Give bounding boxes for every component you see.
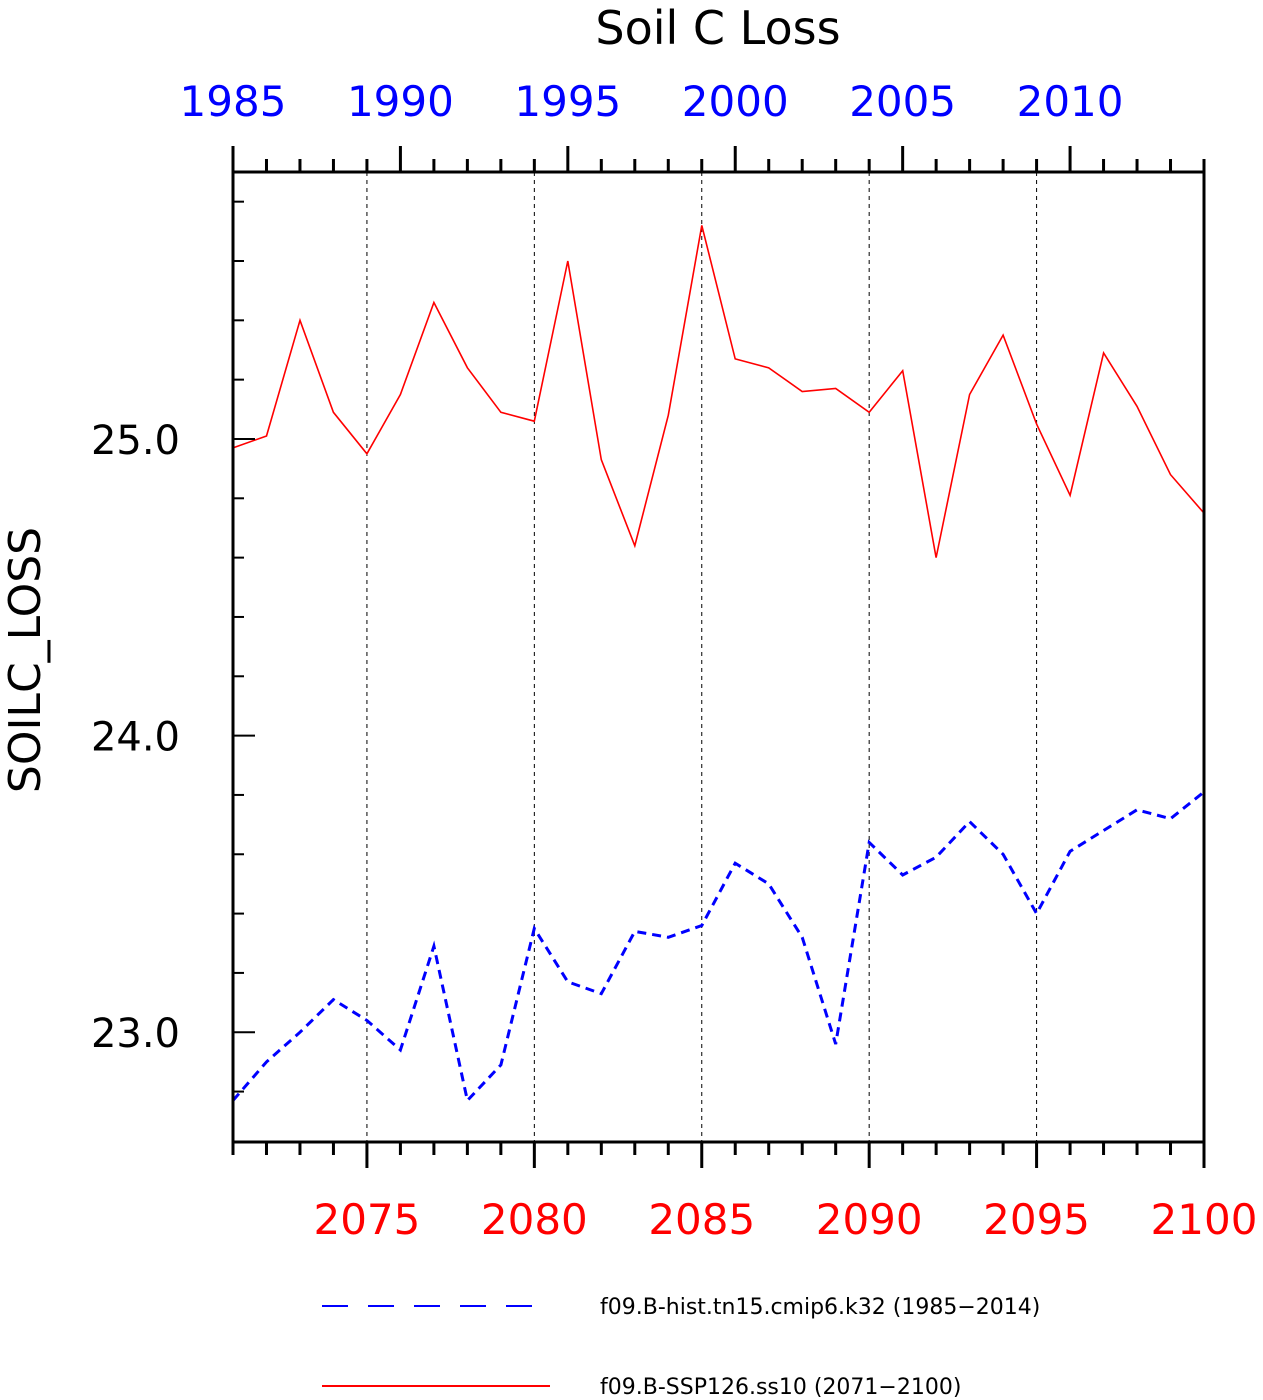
top-tick-label: 2005 bbox=[849, 77, 956, 126]
data-series bbox=[231, 225, 1205, 1104]
bottom-tick-label: 2085 bbox=[648, 1195, 755, 1244]
bottom-tick-label: 2090 bbox=[816, 1195, 923, 1244]
top-tick-label: 1985 bbox=[180, 77, 287, 126]
legend: f09.B-hist.tn15.cmip6.k32 (1985−2014) f09… bbox=[322, 1295, 1040, 1400]
chart-title: Soil C Loss bbox=[595, 1, 840, 55]
y-tick-label: 25.0 bbox=[91, 418, 180, 464]
legend-label: f09.B-SSP126.ss10 (2071−2100) bbox=[600, 1375, 961, 1400]
bottom-tick-label: 2100 bbox=[1151, 1195, 1258, 1244]
top-tick-label: 1990 bbox=[347, 77, 454, 126]
top-tick-label: 2000 bbox=[682, 77, 789, 126]
top-tick-label: 1995 bbox=[514, 77, 621, 126]
top-tick-label: 2010 bbox=[1017, 77, 1124, 126]
legend-label: f09.B-hist.tn15.cmip6.k32 (1985−2014) bbox=[600, 1295, 1040, 1320]
bottom-tick-label: 2080 bbox=[481, 1195, 588, 1244]
y-tick-label: 24.0 bbox=[91, 715, 180, 761]
bottom-tick-label: 2075 bbox=[313, 1195, 420, 1244]
axis-ticks bbox=[231, 146, 1206, 1168]
plot-frame bbox=[231, 170, 1206, 1144]
historical-series-line bbox=[231, 790, 1205, 1104]
y-axis-label: SOILC_LOSS bbox=[0, 527, 51, 793]
ssp126-series-line bbox=[232, 225, 1205, 558]
tick-labels: 2075 2080 2085 2090 2095 2100 1985 1990 1995 2000… bbox=[91, 77, 1258, 1244]
y-tick-label: 23.0 bbox=[91, 1011, 180, 1057]
bottom-tick-label: 2095 bbox=[983, 1195, 1090, 1244]
vertical-gridlines bbox=[366, 172, 1038, 1142]
